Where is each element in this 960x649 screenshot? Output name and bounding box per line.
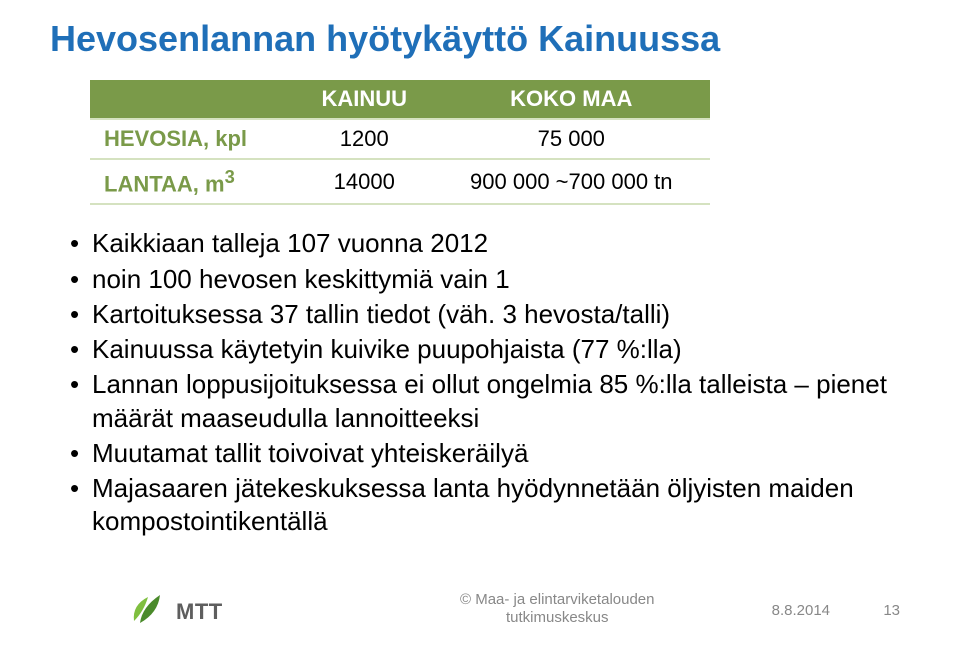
footer: MTT © Maa- ja elintarviketalouden tutkim… <box>0 575 960 631</box>
row-val: 75 000 <box>433 119 710 159</box>
row-val: 1200 <box>296 119 433 159</box>
table-header-row: KAINUU KOKO MAA <box>90 80 710 119</box>
leaf-icon <box>130 591 166 625</box>
list-item: Kainuussa käytetyin kuivike puupohjaista… <box>70 333 910 366</box>
row-label: HEVOSIA, kpl <box>90 119 296 159</box>
row-val: 900 000 ~700 000 tn <box>433 159 710 204</box>
table-row: HEVOSIA, kpl 1200 75 000 <box>90 119 710 159</box>
footer-date: 8.8.2014 <box>772 602 830 619</box>
copyright-line1: © Maa- ja elintarviketalouden <box>460 591 655 608</box>
logo-text: MTT <box>176 599 223 625</box>
list-item: Majasaaren jätekeskuksessa lanta hyödynn… <box>70 472 910 539</box>
table-row: LANTAA, m3 14000 900 000 ~700 000 tn <box>90 159 710 204</box>
table-header-kokomaa: KOKO MAA <box>433 80 710 119</box>
row-val: 14000 <box>296 159 433 204</box>
list-item: noin 100 hevosen keskittymiä vain 1 <box>70 263 910 296</box>
data-table: KAINUU KOKO MAA HEVOSIA, kpl 1200 75 000… <box>90 80 710 205</box>
bullet-list: Kaikkiaan talleja 107 vuonna 2012 noin 1… <box>70 227 910 538</box>
slide-title: Hevosenlannan hyötykäyttö Kainuussa <box>50 18 910 60</box>
list-item: Kartoituksessa 37 tallin tiedot (väh. 3 … <box>70 298 910 331</box>
copyright: © Maa- ja elintarviketalouden tutkimuske… <box>460 591 655 627</box>
list-item: Kaikkiaan talleja 107 vuonna 2012 <box>70 227 910 260</box>
page-number: 13 <box>883 602 900 619</box>
table-header-blank <box>90 80 296 119</box>
list-item: Muutamat tallit toivoivat yhteiskeräilyä <box>70 437 910 470</box>
list-item: Lannan loppusijoituksessa ei ollut ongel… <box>70 368 910 435</box>
logo: MTT <box>130 591 223 625</box>
copyright-line2: tutkimuskeskus <box>506 609 609 626</box>
table-header-kainuu: KAINUU <box>296 80 433 119</box>
row-label: LANTAA, m3 <box>90 159 296 204</box>
